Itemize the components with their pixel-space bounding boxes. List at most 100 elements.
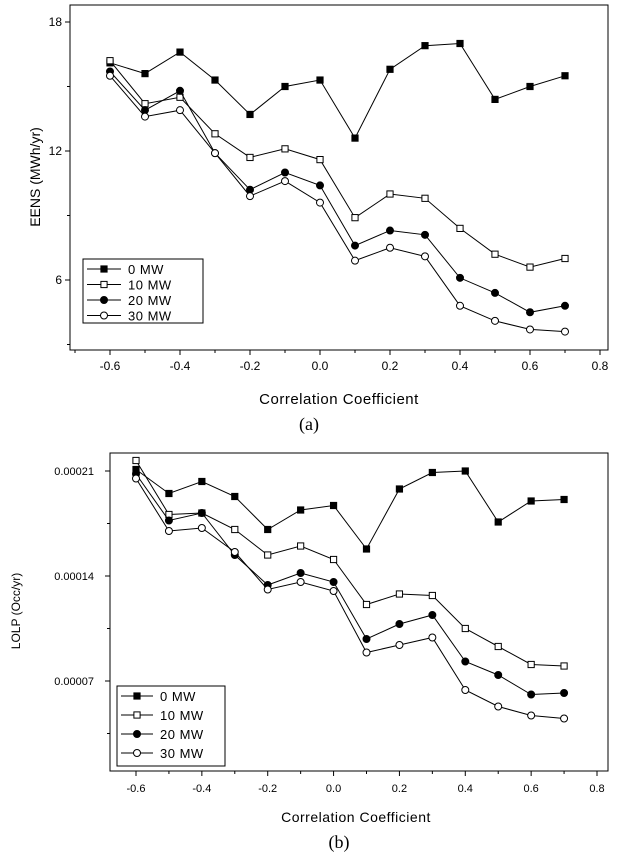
chart-b-data-point [462, 658, 469, 665]
chart-a-legend-marker [101, 297, 108, 304]
chart-a-data-point [492, 251, 498, 257]
chart-b-data-point [363, 601, 369, 607]
chart-b-data-point [133, 457, 139, 463]
chart-b-data-point [396, 486, 402, 492]
chart-b-series [133, 457, 568, 722]
chart-a-data-point [212, 150, 219, 157]
chart-b-data-point [528, 661, 534, 667]
chart-b-data-point [396, 621, 403, 628]
chart-a-data-point [492, 289, 499, 296]
chart-a-data-point [282, 83, 288, 89]
chart-a-y-tick-label: 12 [49, 144, 63, 158]
chart-b-x-tick-label: 0.4 [458, 783, 473, 795]
chart-a-data-point [457, 40, 463, 46]
chart-b-legend-marker [134, 750, 141, 757]
chart-a-series-1 [107, 58, 568, 271]
chart-a-x-tick-label: -0.6 [100, 359, 121, 373]
chart-a-legend-label: 20 MW [128, 293, 172, 308]
chart-b-x-tick-label: 0.6 [523, 783, 538, 795]
chart-b-data-point [330, 588, 337, 595]
chart-b-data-point [429, 469, 435, 475]
chart-b-data-point [199, 478, 205, 484]
chart-a-data-point [177, 49, 183, 55]
chart-b-data-point [165, 517, 172, 524]
chart-a-data-point [352, 135, 358, 141]
chart-b-series-line [136, 461, 564, 667]
chart-a-legend-label: 10 MW [128, 278, 172, 293]
chart-b-data-point [561, 663, 567, 669]
chart-b-legend-label: 20 MW [160, 727, 204, 742]
chart-a-x-tick-label: 0.2 [382, 359, 399, 373]
chart-a-x-tick-label: 0.4 [452, 359, 469, 373]
chart-b-caption: (b) [329, 832, 350, 853]
chart-b-data-point [330, 556, 336, 562]
chart-a-data-point [317, 157, 323, 163]
chart-b-data-point [298, 543, 304, 549]
chart-a-legend-marker [101, 312, 108, 319]
chart-b-y-tick-label: 0.00014 [54, 571, 94, 583]
chart-a-x-tick-label: 0.6 [522, 359, 539, 373]
chart-a-legend-label: 0 MW [128, 262, 164, 277]
chart-b-x-tick-label: 0.8 [589, 783, 604, 795]
chart-b-series-0 [133, 466, 567, 552]
chart-b-data-point [363, 649, 370, 656]
chart-b-data-point [561, 690, 568, 697]
chart-b-legend-marker [134, 731, 141, 738]
chart-b-ylabel: LOLP (Occ/yr) [9, 573, 23, 649]
chart-a-data-point [562, 255, 568, 261]
chart-a-x-tick-label: -0.4 [170, 359, 191, 373]
chart-a-legend-marker [101, 266, 107, 272]
chart-b-data-point [265, 552, 271, 558]
chart-a-data-point [352, 215, 358, 221]
chart-a-data-point [247, 193, 254, 200]
chart-b-data-point [561, 496, 567, 502]
chart-b-data-point [198, 525, 205, 532]
chart-a-data-point [562, 73, 568, 79]
chart-a-data-point [142, 71, 148, 77]
chart-a-data-point [177, 87, 184, 94]
chart-b-data-point [165, 528, 172, 535]
chart-b-legend-marker [134, 693, 140, 699]
chart-b-series-2 [133, 471, 568, 699]
chart-a-data-point [422, 43, 428, 49]
chart-a-xlabel: Correlation Coefficient [259, 391, 419, 408]
chart-b: LOLP (Occ/yr) Correlation Coefficient (b… [9, 453, 608, 853]
chart-a-data-point [352, 257, 359, 264]
chart-b-data-point [561, 715, 568, 722]
chart-b-data-point [429, 612, 436, 619]
chart-a-data-point [107, 58, 113, 64]
chart-a-data-point [282, 169, 289, 176]
chart-a-data-point [422, 253, 429, 260]
chart-a-data-point [352, 242, 359, 249]
chart-a-data-point [527, 326, 534, 333]
chart-b-y-tick-label: 0.00007 [54, 676, 94, 688]
chart-a-data-point [562, 302, 569, 309]
chart-b-data-point [462, 468, 468, 474]
chart-b-data-point [429, 592, 435, 598]
chart-b-data-point [495, 703, 502, 710]
chart-a-data-point [387, 66, 393, 72]
chart-b-data-point [330, 579, 337, 586]
chart-b-legend-label: 0 MW [160, 689, 196, 704]
chart-b-data-point [297, 570, 304, 577]
chart-b-x-tick-label: 0.2 [392, 783, 407, 795]
chart-a-data-point [492, 317, 499, 324]
chart-a-data-point [457, 225, 463, 231]
chart-a-data-point [107, 72, 114, 79]
chart-b-data-point [528, 498, 534, 504]
chart-b-data-point [198, 510, 205, 517]
chart-a-data-point [282, 178, 289, 185]
chart-a-data-point [527, 264, 533, 270]
chart-a-data-point [562, 328, 569, 335]
chart-b-x-tick-label: -0.4 [192, 783, 211, 795]
chart-a-data-point [142, 113, 149, 120]
chart-b-data-point [363, 636, 370, 643]
chart-b-data-point [133, 475, 140, 482]
chart-b-xlabel: Correlation Coefficient [281, 809, 431, 825]
chart-a-ylabel: EENS (MWh/yr) [27, 127, 43, 227]
chart-a-data-point [422, 195, 428, 201]
chart-b-data-point [330, 502, 336, 508]
chart-a-data-point [422, 231, 429, 238]
